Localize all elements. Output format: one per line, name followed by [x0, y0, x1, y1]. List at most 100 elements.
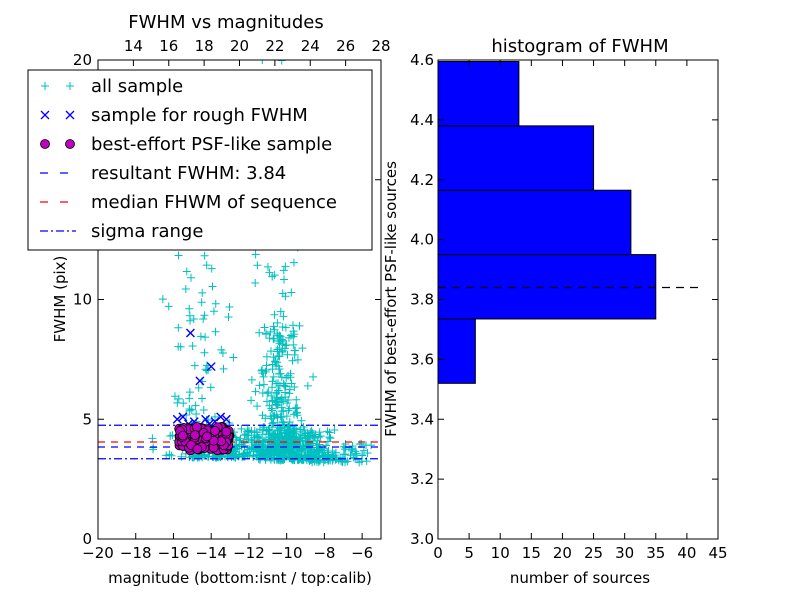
- all-sample-point: [201, 333, 210, 342]
- all-sample-point: [253, 433, 262, 442]
- all-sample-point: [331, 448, 340, 457]
- all-sample-point: [251, 250, 260, 259]
- all-sample-point: [307, 426, 316, 435]
- all-sample-point: [260, 323, 269, 332]
- all-sample-point: [251, 279, 260, 287]
- all-sample-point: [295, 321, 304, 330]
- all-sample-point: [309, 372, 318, 381]
- top-x-tick-label: 28: [371, 37, 390, 55]
- all-sample-point: [209, 453, 218, 462]
- all-sample-point: [273, 331, 282, 340]
- all-sample-point: [278, 417, 287, 426]
- legend-item: sigma range: [40, 221, 203, 242]
- all-sample-point: [265, 334, 274, 343]
- all-sample-point: [292, 408, 301, 417]
- all-sample-point: [199, 315, 208, 324]
- legend-item: median FHWM of sequence: [40, 192, 337, 213]
- all-sample-point: [272, 410, 281, 419]
- right-y-axis-label: FWHM of best-effort PSF-like sources: [382, 161, 400, 437]
- histogram-bars: [437, 60, 657, 384]
- all-sample-point: [199, 405, 208, 414]
- all-sample-point: [316, 432, 325, 441]
- all-sample-point: [292, 403, 301, 412]
- all-sample-point: [177, 452, 186, 461]
- all-sample-point: [188, 453, 197, 462]
- all-sample-point: [257, 366, 266, 375]
- legend-item: best-effort PSF-like sample: [40, 134, 332, 155]
- psf-sample-point: [190, 430, 200, 441]
- left-x-tick-label: −18: [120, 544, 152, 562]
- right-x-tick-label: 15: [522, 544, 541, 562]
- all-sample-point: [277, 395, 286, 404]
- all-sample-point: [255, 425, 264, 434]
- all-sample-point: [267, 431, 276, 440]
- all-sample-point: [255, 381, 264, 390]
- all-sample-point: [269, 372, 278, 381]
- histogram-bar: [437, 254, 657, 320]
- all-sample-point: [237, 424, 246, 433]
- all-sample-point: [250, 427, 259, 436]
- all-sample-point: [288, 356, 297, 365]
- rough-sample-point: [185, 328, 195, 338]
- all-sample-point: [269, 334, 278, 343]
- right-x-tick-label: 45: [708, 544, 727, 562]
- left-y-tick-label: 20: [73, 51, 92, 69]
- all-sample-point: [259, 372, 268, 381]
- all-sample-point: [200, 251, 209, 260]
- all-sample-point: [279, 266, 288, 275]
- legend-label: sample for rough FWHM: [91, 105, 308, 126]
- all-sample-point: [310, 457, 319, 466]
- all-sample-point: [274, 351, 283, 360]
- top-x-tick-label: 20: [230, 37, 249, 55]
- all-sample-point: [258, 430, 267, 439]
- left-y-axis-label: FWHM (pix): [51, 256, 69, 343]
- all-sample-point: [311, 430, 320, 439]
- legend-box: [27, 69, 373, 251]
- all-sample-point: [185, 304, 194, 313]
- all-sample-point: [303, 381, 312, 390]
- all-sample-point: [165, 450, 174, 459]
- all-sample-point: [274, 362, 283, 371]
- all-sample-point: [273, 450, 282, 459]
- rough-sample-point: [216, 412, 226, 422]
- all-sample-point: [182, 411, 191, 419]
- all-sample-point: [343, 457, 352, 466]
- right-y-tick-label: 3.6: [410, 350, 434, 368]
- all-sample-point: [243, 427, 252, 436]
- all-sample-point: [296, 427, 305, 436]
- all-sample-point: [202, 261, 211, 270]
- all-sample-point: [323, 427, 332, 436]
- all-sample-point: [272, 445, 281, 454]
- all-sample-point: [281, 262, 290, 271]
- all-sample-point: [288, 321, 297, 330]
- all-sample-point: [290, 330, 299, 339]
- all-sample-point: [181, 284, 190, 293]
- legend-label: sigma range: [91, 221, 203, 242]
- all-sample-point: [233, 444, 242, 453]
- all-sample-point: [262, 361, 271, 370]
- psf-sample-point: [210, 425, 220, 436]
- legend-label: resultant FWHM: 3.84: [91, 163, 286, 184]
- all-sample-point: [284, 333, 293, 342]
- all-sample-point: [274, 369, 283, 378]
- all-sample-point: [274, 432, 283, 441]
- all-sample-point: [187, 273, 196, 282]
- all-sample-point: [322, 441, 331, 450]
- all-sample-point: [295, 444, 304, 453]
- right-y-tick-label: 3.8: [410, 291, 434, 309]
- right-x-tick-label: 0: [433, 544, 443, 562]
- all-sample-point: [285, 452, 294, 461]
- all-sample-point: [351, 447, 360, 456]
- all-sample-point: [349, 453, 358, 462]
- all-sample-point: [158, 295, 167, 304]
- all-sample-point: [240, 441, 249, 450]
- all-sample-point: [263, 389, 272, 398]
- left-x-axis-label: magnitude (bottom:isnt / top:calib): [108, 569, 372, 587]
- all-sample-point: [287, 429, 296, 438]
- all-sample-point: [167, 451, 176, 460]
- all-sample-point: [263, 441, 272, 450]
- all-sample-point: [247, 436, 256, 445]
- all-sample-point: [265, 268, 274, 277]
- all-sample-point: [272, 394, 281, 403]
- top-x-tick-label: 26: [336, 37, 355, 55]
